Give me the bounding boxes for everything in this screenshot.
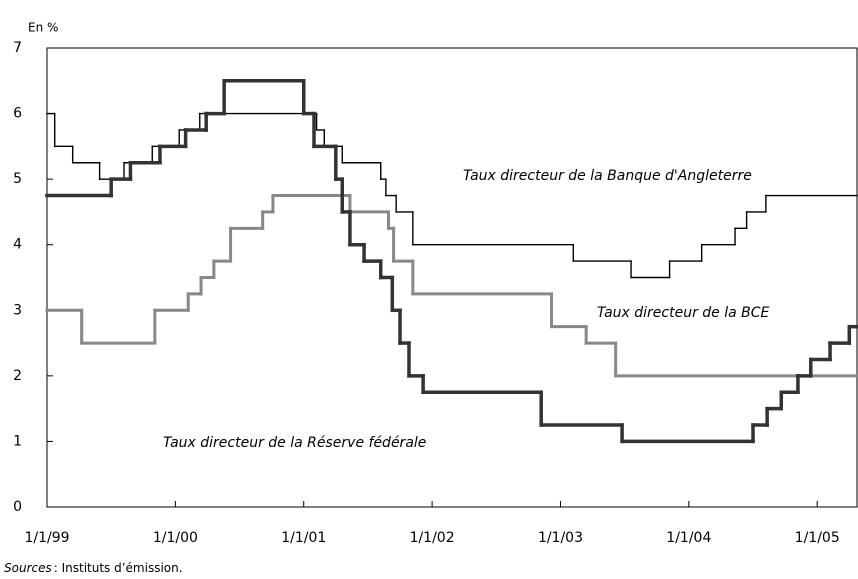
x-tick-label: 1/1/00: [153, 530, 198, 546]
y-unit: En %: [28, 21, 58, 35]
x-tick-label: 1/1/02: [410, 530, 455, 546]
y-tick-label: 5: [13, 171, 22, 187]
x-tick-label: 1/1/99: [24, 530, 69, 546]
y-tick-label: 6: [13, 106, 22, 122]
series-label: Taux directeur de la Banque d'Angleterre: [463, 168, 752, 184]
series-label: Taux directeur de la BCE: [597, 305, 770, 321]
y-tick-label: 1: [13, 433, 22, 449]
source-label: Sources: [4, 561, 52, 575]
plot-frame: [46, 47, 858, 508]
source: Sources: Instituts d’émission.: [4, 561, 183, 575]
y-tick-label: 2: [13, 368, 22, 384]
x-tick-label: 1/1/01: [281, 530, 326, 546]
series-label: Taux directeur de la Réserve fédérale: [163, 435, 426, 451]
source-text: : Instituts d’émission.: [54, 561, 183, 575]
y-tick-label: 4: [13, 237, 22, 253]
y-tick-label: 0: [13, 499, 22, 515]
x-tick-label: 1/1/05: [795, 530, 840, 546]
x-tick-label: 1/1/03: [538, 530, 583, 546]
x-tick-label: 1/1/04: [666, 530, 711, 546]
y-tick-label: 7: [13, 40, 22, 56]
y-tick-label: 3: [13, 302, 22, 318]
